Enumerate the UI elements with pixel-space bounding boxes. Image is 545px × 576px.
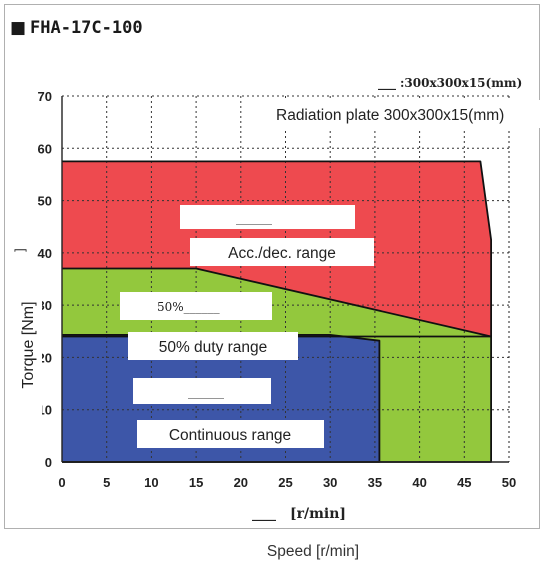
title-marker: ■: [10, 18, 26, 38]
x-tick-labels: 0 5 10 15 20 25 30 35 40 45 50: [58, 475, 516, 490]
acc-dec-annotation: ______ Acc./dec. range: [180, 205, 374, 266]
x-tick-label-5: 5: [103, 475, 110, 490]
x-tick-label-30: 30: [323, 475, 337, 490]
x-tick-label-50: 50: [502, 475, 516, 490]
y-tick-label-60: 60: [38, 141, 52, 156]
y-tick-label-40: 40: [38, 246, 52, 261]
duty-blank: 50%______: [157, 300, 220, 314]
radiation-label-box: [272, 100, 544, 128]
radiation-small-label: :300x300x15(mm): [400, 76, 522, 90]
continuous-blank-box: [133, 378, 271, 404]
acc-dec-blank: ______: [236, 211, 272, 225]
duty-blank-box: [120, 292, 272, 320]
duty-annotation: 50%______ 50% duty range: [120, 292, 298, 360]
duty-label-box: [128, 332, 298, 360]
x-tick-label-40: 40: [412, 475, 426, 490]
y-axis-fragment: ]: [12, 248, 27, 252]
chart-title: FHA-17C-100: [30, 18, 143, 38]
continuous-blank: ______: [188, 385, 224, 399]
continuous-label: Continuous range: [169, 427, 291, 444]
continuous-label-box: [137, 420, 324, 448]
x-tick-label-45: 45: [457, 475, 471, 490]
x-axis-overlay-label: [r/min]: [290, 506, 346, 522]
y-tick-label-50: 50: [38, 194, 52, 209]
y-axis-title: Torque [Nm]: [20, 301, 37, 388]
axes-layer: [61, 96, 510, 463]
chart-caption: Speed [r/min]: [267, 543, 359, 560]
y-tick-label-0: 0: [45, 455, 52, 470]
x-tick-label-0: 0: [58, 475, 65, 490]
radiation-plate-label: Radiation plate 300x300x15(mm): [276, 107, 504, 124]
acc-dec-label-box: [190, 238, 374, 266]
x-tick-label-25: 25: [278, 475, 292, 490]
x-tick-label-20: 20: [234, 475, 248, 490]
duty-label: 50% duty range: [159, 339, 268, 356]
acc-dec-label: Acc./dec. range: [228, 245, 336, 262]
x-tick-label-10: 10: [144, 475, 158, 490]
y-axis-label-box: [14, 270, 42, 420]
continuous-annotation: ______ Continuous range: [133, 378, 324, 448]
radiation-blank: ___: [378, 76, 396, 91]
y-tick-label-70: 70: [38, 89, 52, 104]
x-tick-label-35: 35: [368, 475, 382, 490]
acc-dec-blank-box: [180, 205, 355, 229]
x-tick-label-15: 15: [189, 475, 203, 490]
radiation-annotation: ___ :300x300x15(mm) Radiation plate 300x…: [272, 76, 544, 128]
chart-border: [4, 4, 540, 529]
x-axis-blank: ____: [252, 507, 276, 522]
